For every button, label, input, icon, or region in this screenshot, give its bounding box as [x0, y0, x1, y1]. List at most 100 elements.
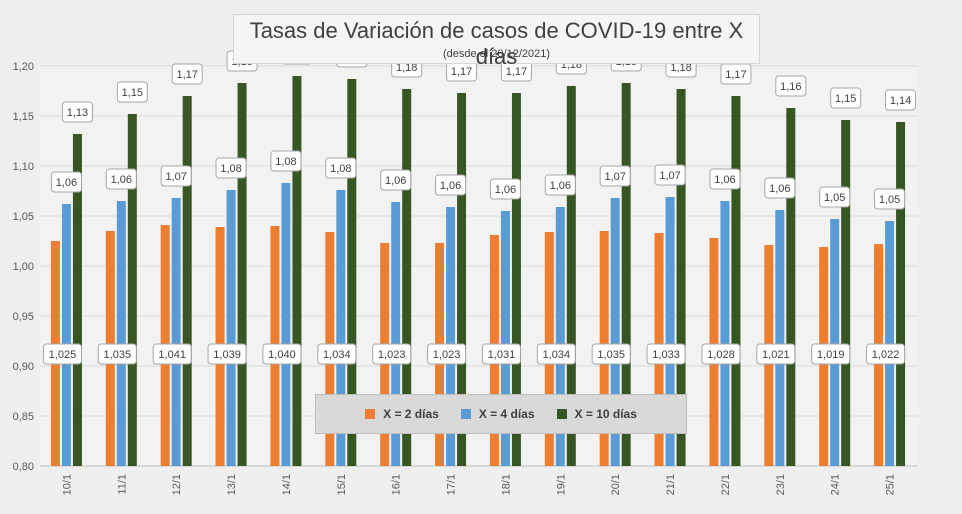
legend: X = 2 días X = 4 días X = 10 días [315, 394, 687, 434]
data-label: 1,06 [495, 184, 516, 196]
data-label-box [481, 343, 521, 365]
legend-label: X = 2 días [383, 407, 439, 421]
bar [171, 198, 181, 466]
data-label-box [97, 343, 137, 365]
data-label: 1,07 [165, 171, 186, 183]
data-label: 1,17 [176, 69, 197, 81]
data-label: 1,17 [451, 66, 472, 78]
x-tick-label: 13/1 [226, 474, 238, 495]
data-label-box [489, 178, 521, 200]
y-tick-label: 0,95 [13, 311, 34, 323]
data-label: 1,13 [67, 107, 88, 119]
bar [281, 183, 291, 466]
data-label-box [116, 81, 148, 103]
bar [665, 197, 675, 466]
data-label-box [160, 165, 192, 187]
bar [347, 79, 357, 466]
bar [72, 134, 82, 466]
x-tick-label: 11/1 [116, 474, 128, 495]
data-label-box [317, 343, 357, 365]
data-label-box [270, 150, 302, 172]
bar [566, 86, 576, 466]
data-label: 1,06 [550, 180, 571, 192]
bar [446, 207, 456, 466]
chart-subtitle: (desde el 20/12/2021) [442, 48, 551, 60]
data-label-box [435, 174, 467, 196]
data-label-box [380, 169, 412, 191]
data-label: 1,07 [604, 171, 625, 183]
data-label: 1,031 [488, 349, 516, 361]
data-label: 1,05 [879, 194, 900, 206]
data-label-box [536, 343, 576, 365]
data-label: 1,035 [597, 349, 625, 361]
y-tick-label: 0,80 [13, 461, 34, 473]
data-label: 1,08 [220, 163, 241, 175]
data-label: 1,039 [213, 349, 241, 361]
bar [555, 207, 565, 466]
x-tick-label: 19/1 [555, 474, 567, 495]
legend-swatch [460, 409, 471, 419]
data-label: 1,023 [433, 349, 461, 361]
bar [720, 201, 730, 466]
x-tick-label: 17/1 [446, 474, 458, 495]
bar [621, 83, 631, 466]
y-tick-label: 0,90 [13, 361, 34, 373]
data-label: 1,14 [890, 95, 911, 107]
data-label: 1,16 [780, 81, 801, 93]
data-label-box [866, 343, 906, 365]
bar [182, 96, 192, 466]
data-label-box [701, 343, 741, 365]
data-label: 1,035 [104, 349, 132, 361]
legend-item-2-dias: X = 2 días [365, 407, 439, 421]
legend-item-4-dias: X = 4 días [460, 407, 535, 421]
y-tick-label: 1,10 [13, 161, 34, 173]
data-label: 1,17 [506, 66, 527, 78]
bar [731, 96, 741, 466]
bar [402, 89, 412, 466]
data-label: 1,06 [714, 174, 735, 186]
data-label-box [775, 75, 807, 97]
data-label: 1,040 [268, 349, 296, 361]
bar [830, 219, 840, 466]
data-label: 1,08 [275, 156, 296, 168]
bar [775, 210, 785, 466]
y-tick-label: 1,20 [13, 61, 34, 73]
y-tick-label: 0,85 [13, 411, 34, 423]
bar [676, 89, 686, 466]
data-label-box [756, 343, 796, 365]
data-label: 1,18 [396, 62, 417, 74]
data-label-box [764, 177, 796, 199]
y-tick-label: 1,05 [13, 211, 34, 223]
bar [336, 190, 346, 466]
data-label-box [720, 63, 752, 85]
data-label: 1,18 [670, 62, 691, 74]
data-label: 1,17 [725, 69, 746, 81]
data-label: 1,15 [122, 87, 143, 99]
data-label-box [61, 101, 93, 123]
data-label-box [105, 168, 137, 190]
chart-title: Tasas de Variación de casos de COVID-19 … [249, 18, 744, 69]
bar [116, 201, 126, 466]
data-label: 1,028 [707, 349, 735, 361]
bar [610, 198, 620, 466]
data-label: 1,034 [323, 349, 351, 361]
data-label-box [152, 343, 192, 365]
data-label: 1,06 [111, 174, 132, 186]
legend-item-10-dias: X = 10 días [556, 407, 637, 421]
bar [511, 93, 521, 466]
legend-label: X = 4 días [478, 407, 535, 421]
bar [457, 93, 467, 466]
bar [292, 76, 302, 466]
data-label: 1,022 [872, 349, 900, 361]
data-label-box [646, 343, 686, 365]
data-label: 1,041 [158, 349, 186, 361]
data-label: 1,05 [824, 192, 845, 204]
bar [841, 120, 851, 466]
x-tick-label: 20/1 [610, 474, 622, 495]
data-label-box [819, 186, 851, 208]
bar [127, 114, 137, 466]
bar [896, 122, 906, 466]
bar [61, 204, 71, 466]
x-tick-label: 16/1 [391, 474, 403, 495]
